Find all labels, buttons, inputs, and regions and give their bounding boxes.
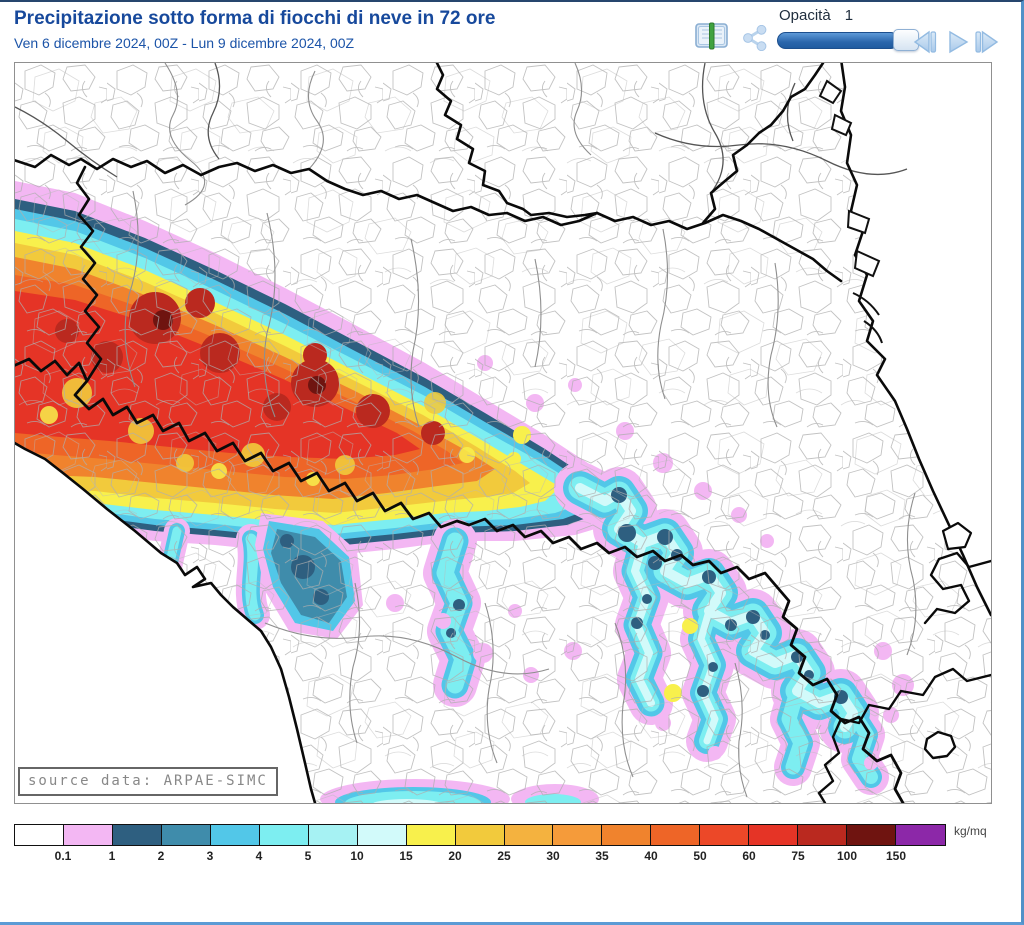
border-delta: [701, 61, 825, 225]
coastline-ligurian: [9, 439, 317, 805]
opacity-slider-track[interactable]: [777, 32, 899, 49]
play-icon[interactable]: [944, 29, 972, 60]
toolbar: Opacità 1: [686, 2, 1016, 60]
legend-cell: [700, 825, 750, 845]
legend-tick-label: 3: [206, 849, 214, 863]
opacity-label: Opacità 1: [779, 7, 854, 24]
montefeltro-enclave: [941, 521, 973, 551]
legend-tick-label: 20: [448, 849, 462, 863]
legend-cell: [504, 825, 554, 845]
border-montefeltro: [923, 551, 993, 625]
map-canvas: [9, 57, 993, 819]
legend-cell: [63, 825, 113, 845]
legend-tick-label: 60: [742, 849, 756, 863]
legend-unit-label: kg/mq: [954, 824, 987, 838]
skip-forward-icon[interactable]: [972, 29, 1000, 60]
legend-cell: [749, 825, 799, 845]
legend-cell: [259, 825, 309, 845]
legend-tick-label: 30: [546, 849, 560, 863]
legend-bar: [14, 824, 946, 846]
border-liguria-west: [75, 165, 103, 383]
legend-cell: [896, 825, 946, 845]
po-delta-lagoons: [818, 79, 883, 344]
legend-cell: [15, 825, 64, 845]
map-viewport: source data: ARPAE-SIMC: [9, 57, 993, 819]
share-icon[interactable]: [742, 24, 768, 56]
opacity-value: 1: [844, 7, 854, 24]
border-south-apennine: [9, 357, 905, 805]
legend-cell: [308, 825, 358, 845]
border-marche: [817, 667, 993, 805]
date-range-subtitle: Ven 6 dicembre 2024, 00Z - Lun 9 dicembr…: [14, 35, 355, 51]
legend-cell: [406, 825, 456, 845]
legend-tick-label: 100: [836, 849, 858, 863]
legend-cell: [210, 825, 260, 845]
sea-areas: [11, 59, 991, 803]
legend-tick-label: 75: [791, 849, 805, 863]
step-backward-icon[interactable]: [912, 29, 940, 60]
legend-cell: [357, 825, 407, 845]
legend-tick-label: 2: [157, 849, 165, 863]
legend-cell: [798, 825, 848, 845]
legend-tick-label: 25: [497, 849, 511, 863]
legend-tick-label: 4: [255, 849, 263, 863]
legend: 0.1 1 2 3 4 5 10 15 20 25 30 35 40 50 60 75 100 150 kg/mq: [14, 824, 1009, 869]
legend-tick-label: 15: [399, 849, 413, 863]
source-data-label: source data: ARPAE-SIMC: [18, 767, 278, 796]
coastline-adriatic: [839, 57, 993, 617]
legend-cell: [455, 825, 505, 845]
legend-cell: [651, 825, 701, 845]
page-title: Precipitazione sotto forma di fiocchi di…: [14, 8, 496, 29]
legend-tick-label: 0.1: [54, 849, 72, 863]
legend-cell: [847, 825, 897, 845]
border-north: [9, 153, 843, 283]
legend-cell: [553, 825, 603, 845]
border-veneto: [433, 57, 599, 219]
legend-cell: [112, 825, 162, 845]
province-boundaries: [124, 62, 917, 798]
legend-tick-label: 10: [350, 849, 364, 863]
legend-tick-label: 50: [693, 849, 707, 863]
legend-tick-label: 40: [644, 849, 658, 863]
legend-tick-label: 150: [885, 849, 907, 863]
san-marino-border: [923, 730, 957, 760]
region-borders: [9, 57, 993, 805]
legend-cell: [161, 825, 211, 845]
legend-cell: [602, 825, 652, 845]
layers-book-icon[interactable]: [694, 21, 730, 56]
legend-tick-label: 35: [595, 849, 609, 863]
legend-tick-label: 5: [304, 849, 312, 863]
legend-tick-label: 1: [108, 849, 116, 863]
legend-labels: 0.1 1 2 3 4 5 10 15 20 25 30 35 40 50 60 75 100 150: [14, 846, 946, 864]
